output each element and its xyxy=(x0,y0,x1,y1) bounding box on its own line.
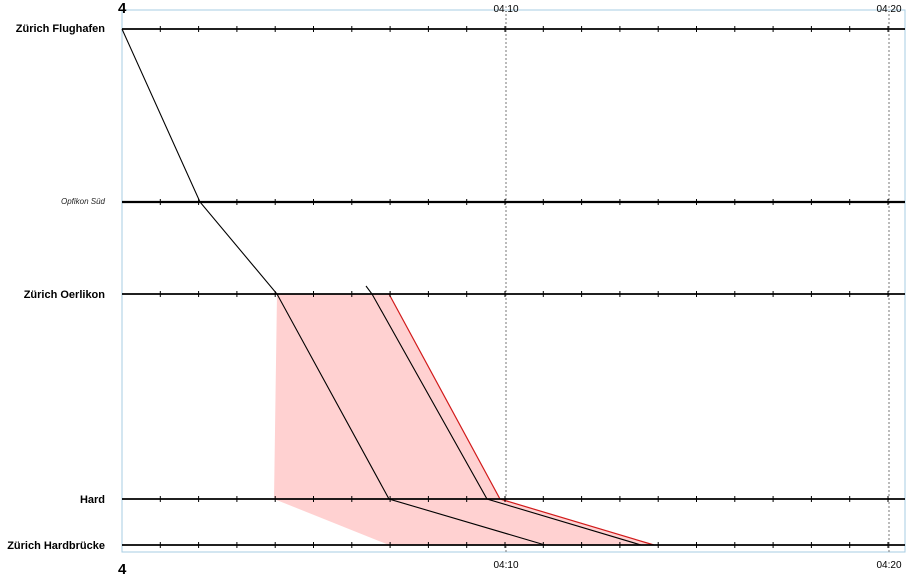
station-label-opfikon-sued: Opfikon Süd xyxy=(61,197,106,206)
time-label-0420-top: 04:20 xyxy=(876,4,901,15)
time-label-0420-bottom: 04:20 xyxy=(876,560,901,571)
station-label-hard: Hard xyxy=(80,494,105,506)
time-label-0410-bottom: 04:10 xyxy=(493,560,518,571)
train-path-2 xyxy=(365,285,642,546)
line-number-top: 4 xyxy=(118,0,127,17)
train-path-1 xyxy=(121,28,546,546)
buffer-zone xyxy=(274,294,654,545)
line-number-bottom: 4 xyxy=(118,561,127,577)
station-label-zurich-hardbruecke: Zürich Hardbrücke xyxy=(7,540,105,552)
station-tracks xyxy=(122,28,905,546)
minute-ticks xyxy=(159,26,889,548)
plot-area xyxy=(121,9,906,553)
time-label-0410-top: 04:10 xyxy=(493,4,518,15)
station-label-zurich-oerlikon: Zürich Oerlikon xyxy=(24,289,106,301)
station-label-zurich-flughafen: Zürich Flughafen xyxy=(16,23,106,35)
